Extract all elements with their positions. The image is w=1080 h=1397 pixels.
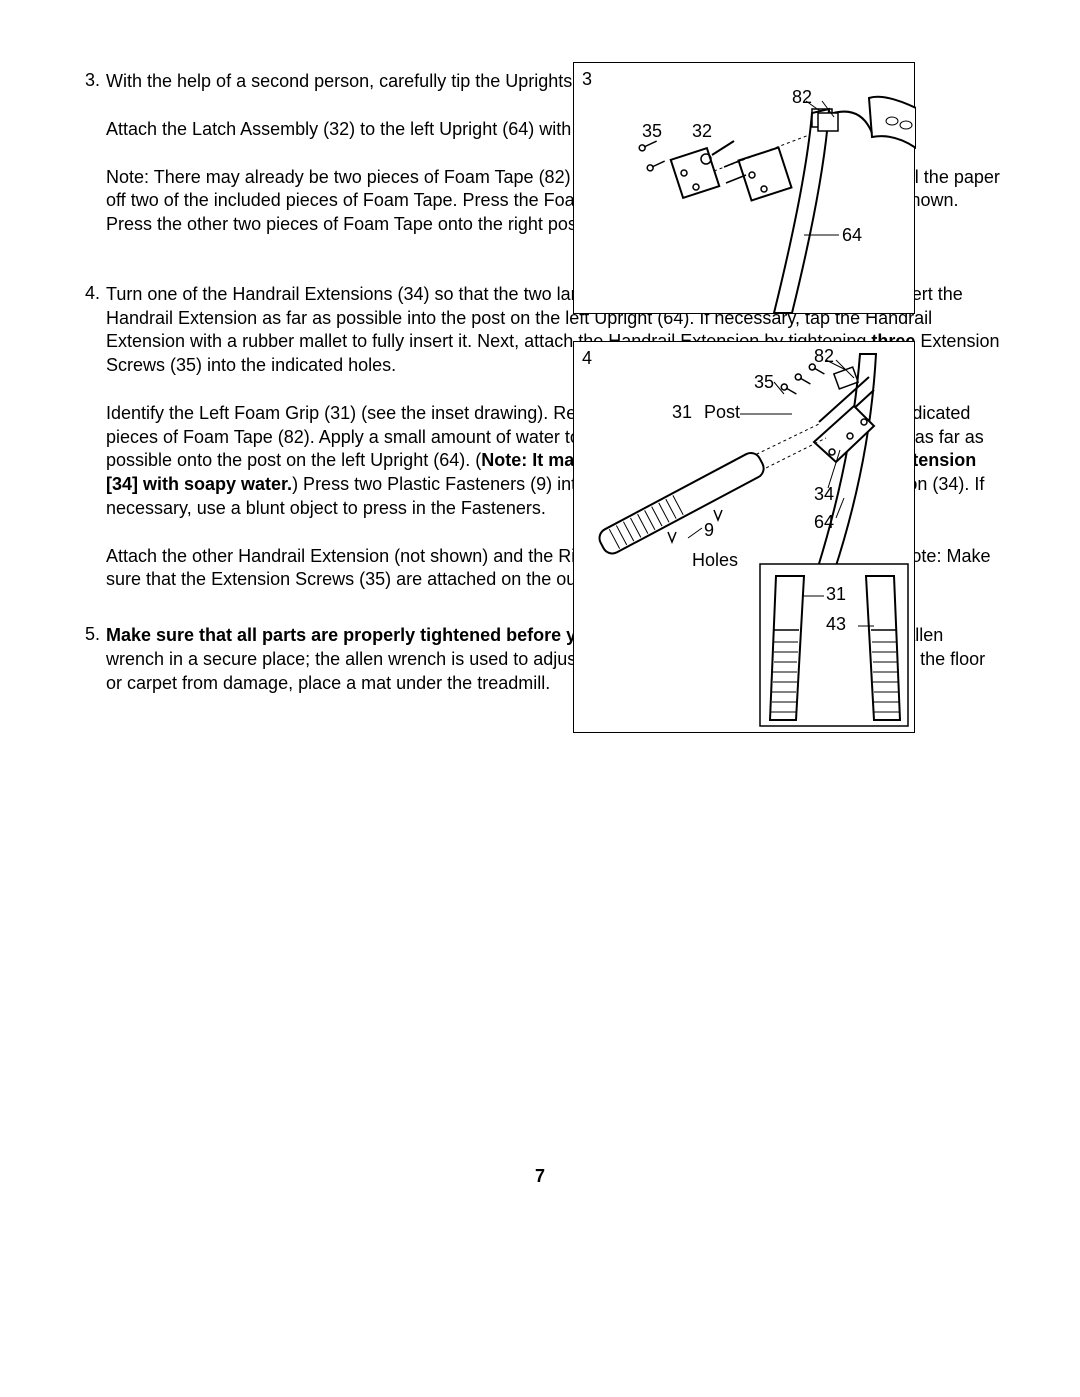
figure-4-boxnum: 4 — [582, 348, 592, 369]
assembly-page: 3. With the help of a second person, car… — [0, 0, 1080, 695]
fig4-label-43: 43 — [826, 614, 846, 635]
step-number: 3. — [80, 70, 106, 91]
page-number: 7 — [0, 1166, 1080, 1187]
fig4-label-64: 64 — [814, 512, 834, 533]
fig4-label-34: 34 — [814, 484, 834, 505]
fig4-label-82: 82 — [814, 346, 834, 367]
figure-3: 3 — [573, 62, 915, 314]
step-number: 5. — [80, 624, 106, 645]
fig4-label-31a: 31 — [672, 402, 692, 423]
fig4-label-holes: Holes — [692, 550, 738, 571]
fig3-label-35: 35 — [642, 121, 662, 142]
figure-3-boxnum: 3 — [582, 69, 592, 90]
fig4-label-9: 9 — [704, 520, 714, 541]
fig4-label-post: Post — [704, 402, 740, 423]
step-number: 4. — [80, 283, 106, 304]
figure-4-diagram — [574, 342, 916, 734]
fig4-label-35: 35 — [754, 372, 774, 393]
fig4-label-31b: 31 — [826, 584, 846, 605]
figure-4: 4 — [573, 341, 915, 733]
fig3-label-32: 32 — [692, 121, 712, 142]
figure-3-diagram — [574, 63, 916, 315]
fig3-label-82: 82 — [792, 87, 812, 108]
fig3-label-64: 64 — [842, 225, 862, 246]
